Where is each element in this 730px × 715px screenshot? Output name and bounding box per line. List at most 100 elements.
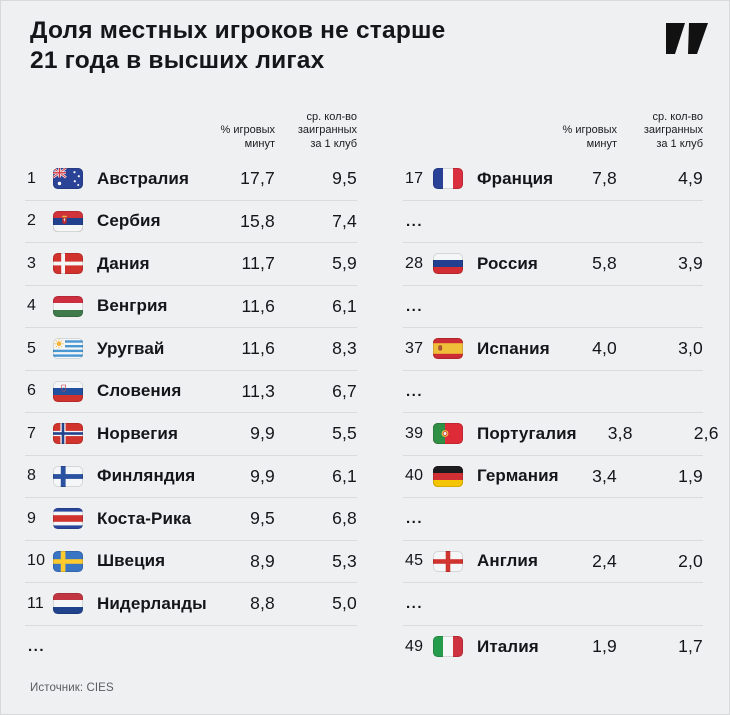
italy-flag-icon — [433, 636, 477, 658]
column-header-line: ср. кол-во — [306, 110, 357, 123]
column-header-minutes: % игровых минут — [221, 124, 275, 151]
rank-number: 7 — [27, 424, 37, 442]
rank-number: 49 — [405, 637, 424, 655]
country-name: Англия — [477, 551, 538, 571]
per-club-value: 6,1 — [332, 295, 357, 316]
rank-number: 9 — [27, 509, 37, 527]
table-row: 45 Англия 2,4 2,0 — [403, 541, 703, 583]
per-club-value: 2,6 — [693, 423, 719, 444]
table-row: 49 Италия 1,9 1,7 — [403, 626, 703, 669]
uruguay-flag-icon — [53, 338, 97, 360]
ellipsis-row: ... — [403, 498, 703, 541]
rank-number: 11 — [27, 594, 45, 612]
table-row: 7 Норвегия 9,9 5,5 — [25, 413, 357, 456]
slovenia-flag-icon — [53, 380, 97, 402]
rank-number: 37 — [405, 339, 424, 357]
table-row: 3 Дания 11,7 5,9 — [25, 243, 357, 286]
rank-number: 17 — [405, 169, 424, 187]
per-club-value: 5,5 — [332, 423, 357, 444]
serbia-flag-icon — [53, 210, 97, 232]
ellipsis-label: ... — [406, 297, 424, 315]
per-club-value: 3,0 — [678, 338, 703, 359]
rank-number: 1 — [27, 169, 37, 187]
rank-number: 28 — [405, 254, 424, 272]
sweden-flag-icon — [53, 550, 97, 572]
column-header-minutes: % игровых минут — [563, 124, 617, 151]
ellipsis-row: ... — [25, 626, 357, 669]
rank-number: 3 — [27, 254, 37, 272]
minutes-value: 17,7 — [240, 168, 275, 189]
ranking-table-right: % игровых минут ср. кол-во заигранных за 1 к… — [403, 102, 718, 669]
table-row: 40 Германия 3,4 1,9 — [403, 456, 703, 498]
portugal-flag-icon — [433, 423, 477, 445]
table-row: 4 Венгрия 11,6 6,1 — [25, 286, 357, 328]
spain-flag-icon — [433, 338, 477, 360]
per-club-value: 6,8 — [332, 508, 357, 529]
source-note: Источник: CIES — [30, 682, 114, 694]
table-row: 2 Сербия 15,8 7,4 — [25, 201, 357, 243]
table-row: 10 Швеция 8,9 5,3 — [25, 541, 357, 583]
country-name: Португалия — [477, 423, 577, 443]
ellipsis-label: ... — [28, 638, 46, 656]
table-row: 39 Португалия 3,8 2,6 — [403, 413, 718, 456]
france-flag-icon — [433, 168, 477, 190]
minutes-value: 11,6 — [241, 295, 275, 316]
table-row: 5 Уругвай 11,6 8,3 — [25, 328, 357, 371]
rank-number: 45 — [405, 552, 424, 570]
column-header-line: минут — [244, 137, 275, 150]
footer: Источник: CIES — [0, 668, 730, 694]
table-row: 37 Испания 4,0 3,0 — [403, 328, 703, 371]
column-header-line: % игровых — [562, 124, 617, 136]
minutes-value: 2,4 — [592, 550, 617, 571]
table-row: 9 Коста-Рика 9,5 6,8 — [25, 498, 357, 541]
per-club-value: 5,0 — [332, 593, 357, 614]
country-name: Словения — [97, 381, 182, 401]
tables-area: % игровых минут ср. кол-во заигранных за 1 к… — [0, 102, 730, 668]
country-name: Сербия — [97, 211, 161, 231]
rank-number: 40 — [405, 467, 424, 485]
country-name: Нидерланды — [97, 593, 207, 613]
minutes-value: 1,9 — [592, 636, 617, 657]
denmark-flag-icon — [53, 253, 97, 275]
russia-flag-icon — [433, 253, 477, 275]
country-name: Австралия — [97, 168, 189, 188]
ellipsis-label: ... — [406, 212, 424, 230]
per-club-value: 8,3 — [332, 338, 357, 359]
minutes-value: 11,6 — [241, 338, 275, 359]
country-name: Испания — [477, 338, 550, 358]
germany-flag-icon — [433, 465, 477, 487]
column-header-line: % игровых — [220, 124, 275, 136]
page-title-line1: Доля местных игроков не старше — [30, 17, 446, 44]
ellipsis-label: ... — [406, 510, 424, 528]
per-club-value: 6,7 — [332, 380, 357, 401]
ellipsis-row: ... — [403, 201, 703, 243]
per-club-value: 4,9 — [678, 168, 703, 189]
country-name: Норвегия — [97, 423, 178, 443]
column-header-line: минут — [586, 137, 617, 150]
rank-number: 6 — [27, 382, 37, 400]
finland-flag-icon — [53, 465, 97, 487]
column-header-per-club: ср. кол-во заигранных за 1 клуб — [644, 111, 703, 152]
norway-flag-icon — [53, 423, 97, 445]
rank-number: 10 — [27, 552, 46, 570]
table-row: 28 Россия 5,8 3,9 — [403, 243, 703, 286]
per-club-value: 9,5 — [332, 168, 357, 189]
page-title-line2: 21 года в высших лигах — [30, 47, 325, 74]
per-club-value: 3,9 — [678, 253, 703, 274]
minutes-value: 15,8 — [240, 210, 275, 231]
rank-number: 2 — [27, 212, 37, 230]
ellipsis-row: ... — [403, 286, 703, 328]
country-name: Франция — [477, 168, 554, 188]
table-row: 17 Франция 7,8 4,9 — [403, 158, 703, 201]
table-header-row: % игровых минут ср. кол-во заигранных за 1 к… — [25, 102, 357, 158]
rank-number: 39 — [405, 424, 424, 442]
per-club-value: 1,9 — [678, 465, 703, 486]
country-name: Финляндия — [97, 466, 196, 486]
ranking-table-left: % игровых минут ср. кол-во заигранных за 1 к… — [25, 102, 357, 668]
publisher-logo-icon — [666, 23, 708, 54]
minutes-value: 5,8 — [592, 253, 617, 274]
table-header-row: % игровых минут ср. кол-во заигранных за 1 к… — [403, 102, 703, 158]
minutes-value: 4,0 — [592, 338, 617, 359]
ellipsis-row: ... — [403, 583, 703, 626]
